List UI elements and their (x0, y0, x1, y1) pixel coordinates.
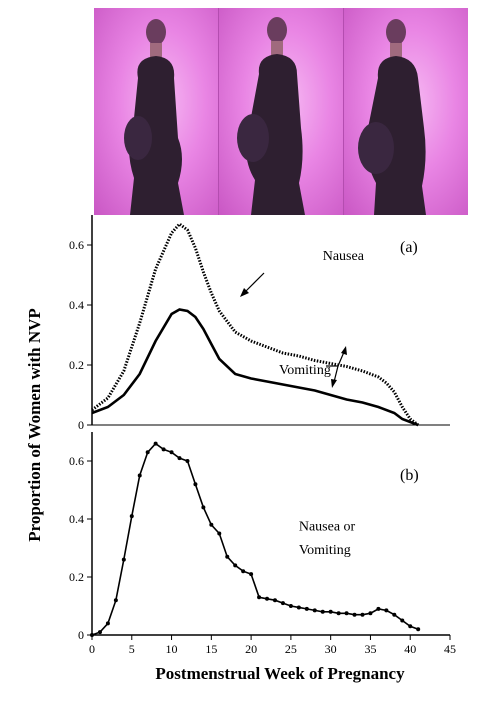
panel-b-xtick-label: 25 (285, 642, 297, 656)
data-point (328, 609, 333, 614)
data-point (185, 459, 190, 463)
data-point (233, 563, 238, 568)
series-line-nausea-or-vomiting (91, 442, 419, 636)
panel-a-label: (a) (400, 239, 418, 256)
series-line-nausea (91, 221, 420, 427)
data-point (272, 598, 277, 603)
data-point (376, 606, 381, 611)
data-point (201, 505, 206, 510)
data-point (193, 482, 198, 487)
data-point (265, 596, 270, 601)
nausea-or-annotation: Nausea or (299, 520, 356, 535)
panel-b-xtick-label: 15 (205, 642, 217, 656)
pregnant-woman-photo-1 (94, 8, 219, 215)
panel-b-ytick-label: 0.2 (69, 570, 84, 584)
data-point (416, 627, 421, 632)
data-point (408, 624, 413, 629)
data-point (153, 441, 158, 446)
pregnant-woman-photo-3 (344, 8, 468, 215)
data-point (241, 569, 246, 574)
panel-a-ytick-label: 0.4 (69, 298, 84, 312)
data-point (304, 606, 309, 611)
x-axis-title: Postmenstrual Week of Pregnancy (155, 664, 405, 683)
woman-silhouette-3 (358, 19, 426, 215)
photo-strip (94, 8, 468, 215)
data-point (217, 531, 222, 536)
y-axis-title: Proportion of Women with NVP (25, 308, 44, 542)
panel-b-xtick-label: 40 (404, 642, 416, 656)
panel-b-label: (b) (400, 467, 419, 484)
data-point (257, 595, 262, 600)
data-point (209, 522, 214, 527)
panel-b-xtick-label: 45 (444, 642, 456, 656)
data-point (360, 612, 365, 617)
panel-b-xtick-label: 35 (364, 642, 376, 656)
panel-a-ytick-label: 0.6 (69, 238, 84, 252)
data-point (336, 611, 341, 616)
data-point (344, 611, 349, 616)
data-point (97, 630, 102, 635)
data-point (280, 601, 285, 606)
panel-a-ytick-label: 0.2 (69, 358, 84, 372)
data-point (384, 608, 389, 613)
vomiting-annotation-b: Vomiting (299, 543, 351, 558)
vomiting-annotation: Vomiting (279, 363, 331, 378)
woman-silhouette-2 (237, 17, 305, 215)
data-point (129, 514, 134, 519)
panel-b-xtick-label: 20 (245, 642, 257, 656)
data-point (105, 621, 110, 626)
panel-b-xtick-label: 0 (89, 642, 95, 656)
panel-b: 0 0.2 0.4 0.6 0 5 10 15 20 25 30 35 40 45 (b) Nausea… (69, 432, 456, 656)
panel-b-xtick-label: 10 (166, 642, 178, 656)
data-point (169, 450, 174, 455)
nausea-annotation: Nausea (323, 249, 365, 264)
data-point (400, 618, 405, 623)
panel-b-xtick-label: 5 (129, 642, 135, 656)
nvp-chart: 0 0.2 0.4 0.6 (a) Nausea Vomiting 0 0.2 0.4 0.… (25, 215, 456, 683)
woman-silhouette-1 (124, 19, 184, 215)
data-point (137, 473, 142, 478)
panel-b-xtick-label: 30 (325, 642, 337, 656)
data-point (296, 605, 301, 610)
nausea-arrow (240, 272, 265, 297)
data-point (312, 608, 317, 613)
data-point (352, 612, 357, 617)
series-line-vomiting (91, 308, 419, 427)
data-point (113, 598, 118, 603)
data-point (320, 609, 325, 614)
panel-b-ytick-label: 0 (78, 628, 84, 642)
vomiting-arrow (326, 346, 347, 388)
panel-a: 0 0.2 0.4 0.6 (a) Nausea Vomiting (69, 215, 450, 432)
data-point (392, 612, 397, 617)
data-point (249, 572, 254, 577)
data-point (145, 450, 150, 455)
data-point (161, 447, 166, 452)
data-point (90, 633, 94, 637)
panel-b-ytick-label: 0.4 (69, 512, 84, 526)
pregnant-woman-photo-2 (219, 8, 344, 215)
data-point (288, 604, 293, 608)
data-point (177, 456, 182, 461)
data-point (368, 611, 373, 616)
panel-a-ytick-label: 0 (78, 418, 84, 432)
data-point (225, 554, 230, 559)
panel-b-ytick-label: 0.6 (69, 454, 84, 468)
data-point (121, 557, 126, 562)
